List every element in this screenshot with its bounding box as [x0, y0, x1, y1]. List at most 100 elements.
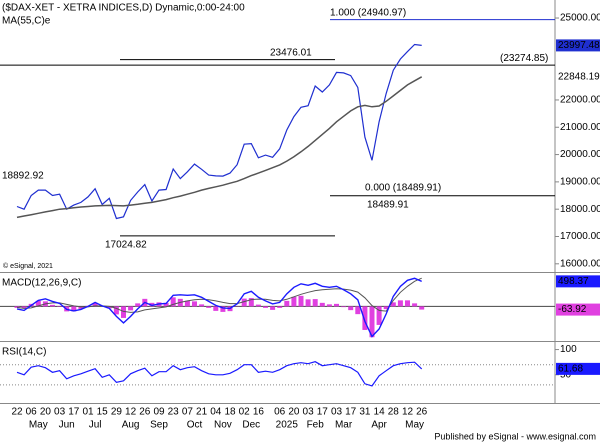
- histogram-bar: [192, 301, 197, 307]
- histogram-bar: [241, 298, 247, 307]
- histogram-bar: [305, 299, 311, 307]
- value-label: -63.92: [558, 304, 587, 315]
- rsi-line: [16, 361, 423, 387]
- x-tick-label: 31: [359, 407, 371, 418]
- histogram-bar: [263, 306, 268, 308]
- histogram-bar: [78, 306, 84, 309]
- x-tick-label: 03: [54, 407, 66, 418]
- x-tick-label: 21: [196, 407, 208, 418]
- y-tick-label: 20000.00: [560, 149, 600, 160]
- annotation: 0.000 (18489.91): [365, 182, 441, 193]
- histogram-bar: [106, 306, 112, 309]
- y-tick-label: 21000.00: [560, 122, 600, 133]
- y-tick-label: 50: [560, 369, 572, 380]
- histogram-bar: [128, 306, 134, 311]
- month-label: Sep: [150, 420, 168, 431]
- histogram-bar: [163, 302, 169, 307]
- histogram-bar: [341, 306, 347, 308]
- histogram-bar: [135, 303, 141, 307]
- y-tick-label: 16000.00: [560, 258, 600, 269]
- x-tick-label: 26: [416, 407, 428, 418]
- histogram-bar: [397, 300, 403, 307]
- annotation: 18489.91: [367, 199, 409, 210]
- histogram-bar: [312, 299, 318, 307]
- moving-average: [16, 76, 423, 219]
- y-tick-label: 100: [560, 344, 577, 355]
- x-tick-label: 04: [210, 407, 222, 418]
- histogram-bar: [277, 306, 283, 308]
- month-label: Mar: [335, 420, 353, 431]
- x-tick-label: 20: [40, 407, 52, 418]
- footer: Published by eSignal - www.esignal.com: [434, 431, 596, 441]
- x-tick-label: 14: [374, 407, 386, 418]
- x-tick-label: 15: [97, 407, 109, 418]
- histogram-bar: [291, 296, 297, 307]
- histogram-bar: [376, 306, 382, 325]
- histogram-bar: [334, 303, 339, 307]
- histogram-bar: [390, 302, 396, 307]
- month-label: Jun: [59, 420, 75, 431]
- month-label: Oct: [187, 420, 203, 431]
- x-tick-label: 29: [111, 407, 123, 418]
- x-tick-label: 03: [303, 407, 315, 418]
- x-tick-label: 06: [274, 407, 286, 418]
- annotation: 18892.92: [2, 170, 44, 181]
- month-label: May: [405, 420, 424, 431]
- histogram-bar: [284, 300, 290, 307]
- annotation: 17024.82: [105, 239, 147, 250]
- histogram-bar: [348, 306, 354, 311]
- x-tick-label: 01: [82, 407, 94, 418]
- histogram-bar: [419, 306, 425, 310]
- value-box: [556, 39, 600, 52]
- y-tick-label: 18000.00: [560, 204, 600, 215]
- month-label: Aug: [122, 420, 140, 431]
- y-tick-label: 25000.00: [560, 13, 600, 24]
- histogram-bar: [170, 297, 176, 307]
- histogram-bar: [270, 306, 276, 310]
- histogram-bar: [121, 306, 126, 318]
- macd-label: MACD(12,26,9,C): [2, 278, 81, 289]
- x-tick-label: 02: [239, 407, 251, 418]
- x-tick-label: 12: [125, 407, 137, 418]
- x-tick-label: 22: [11, 407, 23, 418]
- histogram-bar: [298, 295, 304, 307]
- month-label: Jul: [89, 420, 102, 431]
- histogram-bar: [50, 304, 55, 307]
- x-tick-label: 17: [317, 407, 329, 418]
- histogram-bar: [113, 306, 119, 315]
- histogram-bar: [369, 306, 375, 338]
- y-tick-label: 17000.00: [560, 231, 600, 242]
- month-label: Nov: [214, 420, 232, 431]
- histogram-bar: [255, 304, 261, 307]
- x-tick-label: 06: [26, 407, 38, 418]
- histogram-bar: [383, 306, 389, 310]
- x-tick-label: 07: [182, 407, 194, 418]
- month-label: Feb: [307, 420, 325, 431]
- histogram-bar: [57, 306, 63, 307]
- macd-line: [16, 277, 422, 338]
- signal-line: [16, 277, 422, 313]
- histogram-bar: [92, 302, 98, 307]
- x-tick-label: 12: [402, 407, 414, 418]
- ma-label: MA(55,C)e: [2, 16, 51, 27]
- histogram-bar: [71, 306, 77, 312]
- histogram-bar: [213, 306, 219, 311]
- value-label: 22848.19: [558, 71, 600, 82]
- histogram-bar: [248, 298, 254, 307]
- histogram-bar: [405, 300, 410, 307]
- histogram-bar: [326, 304, 332, 307]
- x-tick-label: 28: [388, 407, 400, 418]
- histogram-bar: [362, 306, 368, 330]
- annotation: 1.000 (24940.97): [330, 7, 406, 18]
- value-box: [556, 275, 600, 288]
- x-tick-label: 17: [68, 407, 80, 418]
- copyright: © eSignal, 2021: [3, 262, 53, 270]
- annotation: 23476.01: [270, 47, 312, 58]
- month-label: Apr: [371, 420, 387, 431]
- value-label: 498.37: [558, 276, 589, 287]
- x-tick-label: 18: [224, 407, 236, 418]
- month-label: Dec: [242, 420, 260, 431]
- histogram-bar: [355, 306, 361, 315]
- histogram-bar: [149, 302, 155, 307]
